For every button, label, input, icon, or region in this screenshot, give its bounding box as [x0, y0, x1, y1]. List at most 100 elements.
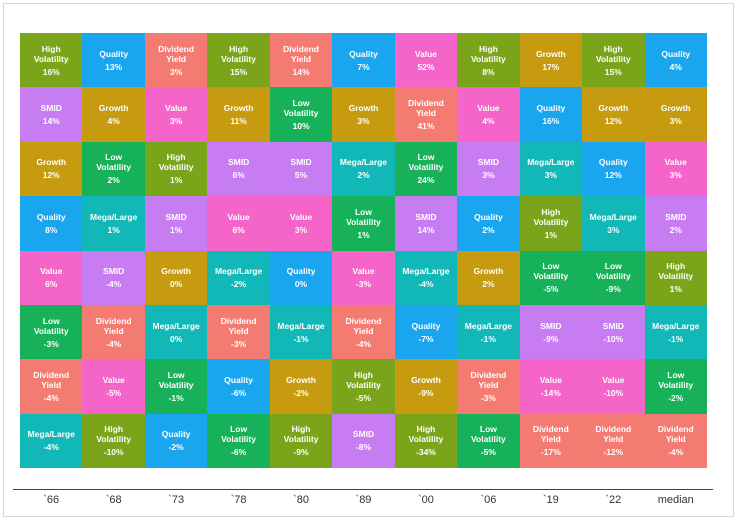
factor-name: SMID [540, 320, 562, 331]
x-tick-label: `00 [417, 494, 434, 506]
cell: High Volatility 15% [582, 33, 645, 88]
value-label: 3% [669, 116, 682, 127]
factor-name: Dividend Yield [532, 424, 569, 445]
cell: Value -5% [82, 359, 145, 414]
factor-name: Mega/Large [652, 320, 700, 331]
cell: Mega/Large 3% [519, 141, 583, 197]
factor-name: Quality [99, 48, 129, 59]
factor-name: Low Volatility [346, 206, 381, 227]
cell: SMID -8% [332, 413, 395, 468]
value-label: -2% [293, 387, 309, 398]
cell: Dividend Yield -12% [582, 413, 645, 468]
value-label: -5% [543, 284, 559, 295]
factor-name: Low Volatility [658, 369, 694, 390]
factor-name: Mega/Large [527, 157, 575, 168]
factor-name: Low Volatility [158, 369, 194, 390]
cell: Mega/Large -1% [269, 304, 333, 360]
cell: Quality -6% [207, 359, 270, 414]
cell: Value -14% [519, 359, 583, 414]
cell: Growth -2% [269, 359, 333, 414]
value-label: 12% [42, 170, 60, 181]
cell: Mega/Large 2% [332, 141, 395, 197]
value-label: -4% [43, 392, 59, 403]
factor-name: SMID [602, 320, 624, 331]
cell: High Volatility 15% [207, 33, 270, 88]
cell: Low Volatility -3% [20, 304, 83, 360]
value-label: -10% [103, 447, 124, 458]
value-label: -2% [231, 279, 247, 290]
column: Dividend Yield 3% Value 3% High Volatility 1%… [144, 33, 208, 468]
factor-name: Quality [661, 48, 691, 59]
value-label: 8% [45, 224, 58, 235]
cell: SMID -9% [519, 304, 583, 360]
factor-name: Low Volatility [96, 152, 132, 173]
factor-name: High Volatility [96, 424, 132, 445]
factor-name: Low Volatility [283, 98, 319, 119]
value-label: -1% [480, 333, 496, 344]
factor-name: Growth [535, 48, 566, 59]
factor-name: Low Volatility [595, 261, 631, 282]
value-label: 2% [669, 224, 682, 235]
column: Growth 17% Quality 16% Mega/Large 3% High Vola… [519, 33, 583, 468]
value-label: 3% [669, 170, 682, 181]
cell: High Volatility -5% [332, 359, 395, 414]
value-label: 3% [294, 224, 308, 235]
cell: Growth 3% [644, 87, 707, 142]
cell: Value 3% [144, 87, 208, 142]
cell: Quality 13% [82, 33, 145, 88]
x-axis-line [13, 489, 713, 490]
cell: Value 6% [207, 196, 270, 251]
factor-name: High Volatility [221, 43, 256, 64]
value-label: 6% [232, 224, 245, 235]
cell: Low Volatility 2% [82, 141, 145, 197]
value-label: 1% [169, 224, 183, 235]
value-label: 1% [669, 284, 682, 295]
value-label: 2% [482, 279, 495, 290]
value-label: 0% [169, 279, 183, 290]
value-label: -9% [605, 284, 621, 295]
value-label: -5% [106, 387, 122, 398]
column: High Volatility 16% SMID 14% Growth 12% Qualit… [20, 33, 83, 468]
factor-name: Value [664, 157, 687, 168]
cell: Low Volatility -5% [457, 413, 520, 468]
factor-name: Growth [411, 374, 441, 385]
cell: Low Volatility 10% [269, 87, 333, 142]
x-tick-label: `89 [355, 494, 372, 506]
value-label: -2% [168, 442, 184, 453]
value-label: -9% [293, 447, 309, 458]
cell: Quality -7% [394, 304, 458, 360]
cell: Value 3% [644, 141, 707, 197]
value-label: 14% [292, 66, 310, 77]
value-label: 3% [482, 170, 495, 181]
x-tick-label: median [657, 494, 694, 506]
factor-name: Dividend Yield [470, 369, 507, 390]
value-label: 14% [42, 116, 60, 127]
value-label: 4% [107, 116, 120, 127]
cell: High Volatility -34% [394, 413, 458, 468]
value-label: 1% [169, 175, 183, 186]
value-label: -14% [540, 387, 561, 398]
cell: Low Volatility 1% [332, 196, 395, 251]
value-label: 3% [357, 116, 370, 127]
cell: Dividend Yield -4% [644, 413, 707, 468]
value-label: 3% [169, 66, 183, 77]
column: High Volatility 15% Growth 12% Quality 12% Meg… [582, 33, 645, 468]
factor-name: Growth [286, 374, 316, 385]
factor-name: Mega/Large [27, 429, 75, 440]
cell: Quality 8% [20, 196, 83, 251]
factor-name: SMID [477, 157, 500, 168]
value-label: -2% [668, 392, 684, 403]
x-tick-label: `68 [105, 494, 122, 506]
value-label: 3% [169, 116, 183, 127]
value-label: -4% [668, 447, 684, 458]
cell: Mega/Large -1% [644, 304, 707, 360]
value-label: 1% [544, 229, 557, 240]
factor-name: Value [352, 266, 375, 277]
factor-name: SMID [665, 211, 687, 222]
factor-name: Dividend Yield [657, 424, 694, 445]
cell: Growth -9% [394, 359, 458, 414]
factor-name: Mega/Large [152, 320, 200, 331]
value-label: 14% [417, 224, 435, 235]
factor-name: Mega/Large [589, 211, 637, 222]
cell: Dividend Yield -3% [457, 359, 520, 414]
